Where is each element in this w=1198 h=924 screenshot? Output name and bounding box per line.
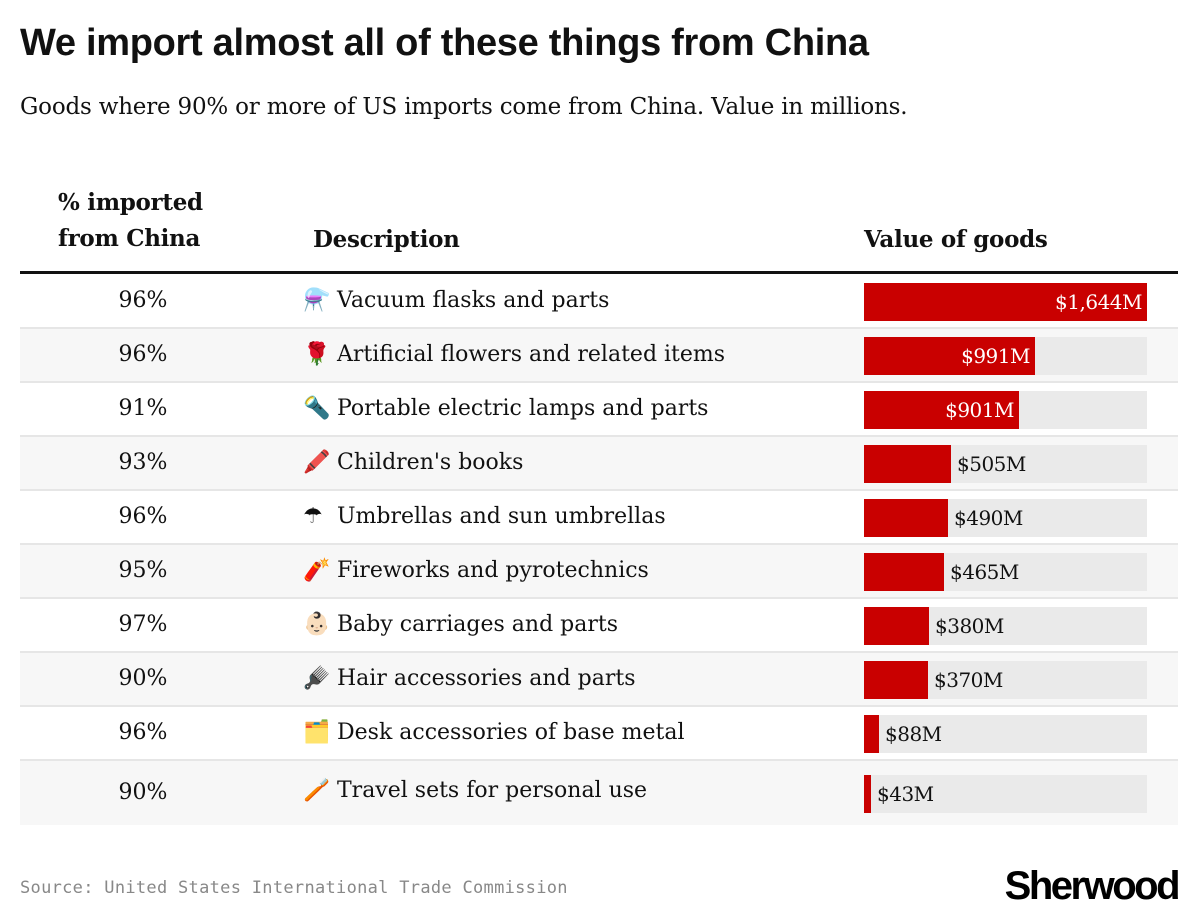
description-cell: 🗂️ Desk accessories of base metal (303, 707, 685, 759)
bar-track: $505M (864, 445, 1147, 483)
chart-subtitle: Goods where 90% or more of US imports co… (20, 94, 908, 120)
table-row: 93% 🖍️ Children's books $505M (20, 437, 1178, 491)
bar-track: $465M (864, 553, 1147, 591)
description-cell: 🧨 Fireworks and pyrotechnics (303, 545, 649, 597)
value-bar (864, 499, 948, 537)
crayon-icon: 🖍️ (303, 450, 331, 475)
value-bar (864, 283, 1147, 321)
description-cell: 🪥 Travel sets for personal use (303, 761, 647, 825)
bar-track: $991M (864, 337, 1147, 375)
bar-track: $380M (864, 607, 1147, 645)
header-rule (20, 271, 1178, 274)
description-cell: 🌹 Artificial flowers and related items (303, 329, 725, 381)
bar-track: $490M (864, 499, 1147, 537)
baby-icon: 👶🏻 (303, 612, 331, 637)
chart-title: We import almost all of these things fro… (20, 22, 869, 64)
pct-cell: 96% (118, 504, 168, 529)
column-header-pct: % imported from China (58, 185, 258, 257)
description-cell: 👶🏻 Baby carriages and parts (303, 599, 618, 651)
pct-cell: 96% (118, 720, 168, 745)
rose-icon: 🌹 (303, 342, 331, 367)
description-text: Vacuum flasks and parts (337, 288, 610, 313)
description-text: Portable electric lamps and parts (337, 396, 709, 421)
description-cell: ⚗️ Vacuum flasks and parts (303, 275, 609, 327)
table-row: 96% ⚗️ Vacuum flasks and parts $1,644M (20, 275, 1178, 329)
bar-track: $43M (864, 775, 1147, 813)
value-bar (864, 553, 944, 591)
column-header-pct-line2: from China (58, 225, 201, 252)
hair-pick-icon: 🪮 (303, 666, 331, 691)
pct-cell: 95% (118, 558, 168, 583)
description-text: Artificial flowers and related items (337, 342, 726, 367)
value-bar (864, 661, 928, 699)
value-bar (864, 715, 879, 753)
description-text: Baby carriages and parts (337, 612, 619, 637)
toothbrush-icon: 🪥 (303, 778, 331, 803)
value-bar (864, 775, 871, 813)
value-label: $490M (954, 506, 1023, 530)
folder-icon: 🗂️ (303, 720, 331, 745)
description-text: Fireworks and pyrotechnics (337, 558, 649, 583)
table-row: 96% 🌹 Artificial flowers and related items… (20, 329, 1178, 383)
description-text: Children's books (337, 450, 524, 475)
description-text: Travel sets for personal use (337, 778, 648, 803)
value-bar (864, 391, 1019, 429)
pct-cell: 97% (118, 612, 168, 637)
description-cell: 🖍️ Children's books (303, 437, 523, 489)
firecracker-icon: 🧨 (303, 558, 331, 583)
table-row: 96% ☂ Umbrellas and sun umbrellas $490M (20, 491, 1178, 545)
pct-cell: 96% (118, 342, 168, 367)
table-row: 90% 🪮 Hair accessories and parts $370M (20, 653, 1178, 707)
pct-cell: 96% (118, 288, 168, 313)
table-row: 97% 👶🏻 Baby carriages and parts $380M (20, 599, 1178, 653)
description-cell: ☂ Umbrellas and sun umbrellas (303, 491, 666, 543)
column-header-pct-line1: % imported (58, 189, 203, 216)
column-header-value: Value of goods (864, 226, 1048, 253)
bar-track: $1,644M (864, 283, 1147, 321)
description-text: Hair accessories and parts (337, 666, 636, 691)
bar-track: $901M (864, 391, 1147, 429)
value-label: $380M (935, 614, 1004, 638)
value-bar (864, 337, 1035, 375)
pct-cell: 91% (118, 396, 168, 421)
description-cell: 🪮 Hair accessories and parts (303, 653, 636, 705)
value-label: $991M (961, 344, 1030, 368)
description-text: Desk accessories of base metal (337, 720, 685, 745)
table-row: 95% 🧨 Fireworks and pyrotechnics $465M (20, 545, 1178, 599)
value-label: $88M (885, 722, 942, 746)
column-header-description: Description (313, 226, 460, 253)
table-row: 96% 🗂️ Desk accessories of base metal $88M (20, 707, 1178, 761)
value-label: $901M (945, 398, 1014, 422)
table-row: 90% 🪥 Travel sets for personal use $43M (20, 761, 1178, 825)
bar-track: $88M (864, 715, 1147, 753)
description-text: Umbrellas and sun umbrellas (337, 504, 666, 529)
value-bar (864, 607, 929, 645)
value-label: $370M (934, 668, 1003, 692)
table-body: 96% ⚗️ Vacuum flasks and parts $1,644M 96% 🌹 A… (20, 275, 1178, 825)
pct-cell: 90% (118, 666, 168, 691)
value-label: $505M (957, 452, 1026, 476)
description-cell: 🔦 Portable electric lamps and parts (303, 383, 708, 435)
value-label: $43M (877, 782, 934, 806)
value-label: $1,644M (1055, 290, 1142, 314)
bar-track: $370M (864, 661, 1147, 699)
value-label: $465M (950, 560, 1019, 584)
umbrella-icon: ☂ (303, 504, 323, 529)
pct-cell: 93% (118, 450, 168, 475)
source-note: Source: United States International Trad… (20, 878, 568, 898)
flashlight-icon: 🔦 (303, 396, 331, 421)
brand-logo: Sherwood (1004, 864, 1181, 908)
value-bar (864, 445, 951, 483)
flask-icon: ⚗️ (303, 288, 331, 313)
table-row: 91% 🔦 Portable electric lamps and parts $90… (20, 383, 1178, 437)
pct-cell: 90% (118, 780, 168, 805)
